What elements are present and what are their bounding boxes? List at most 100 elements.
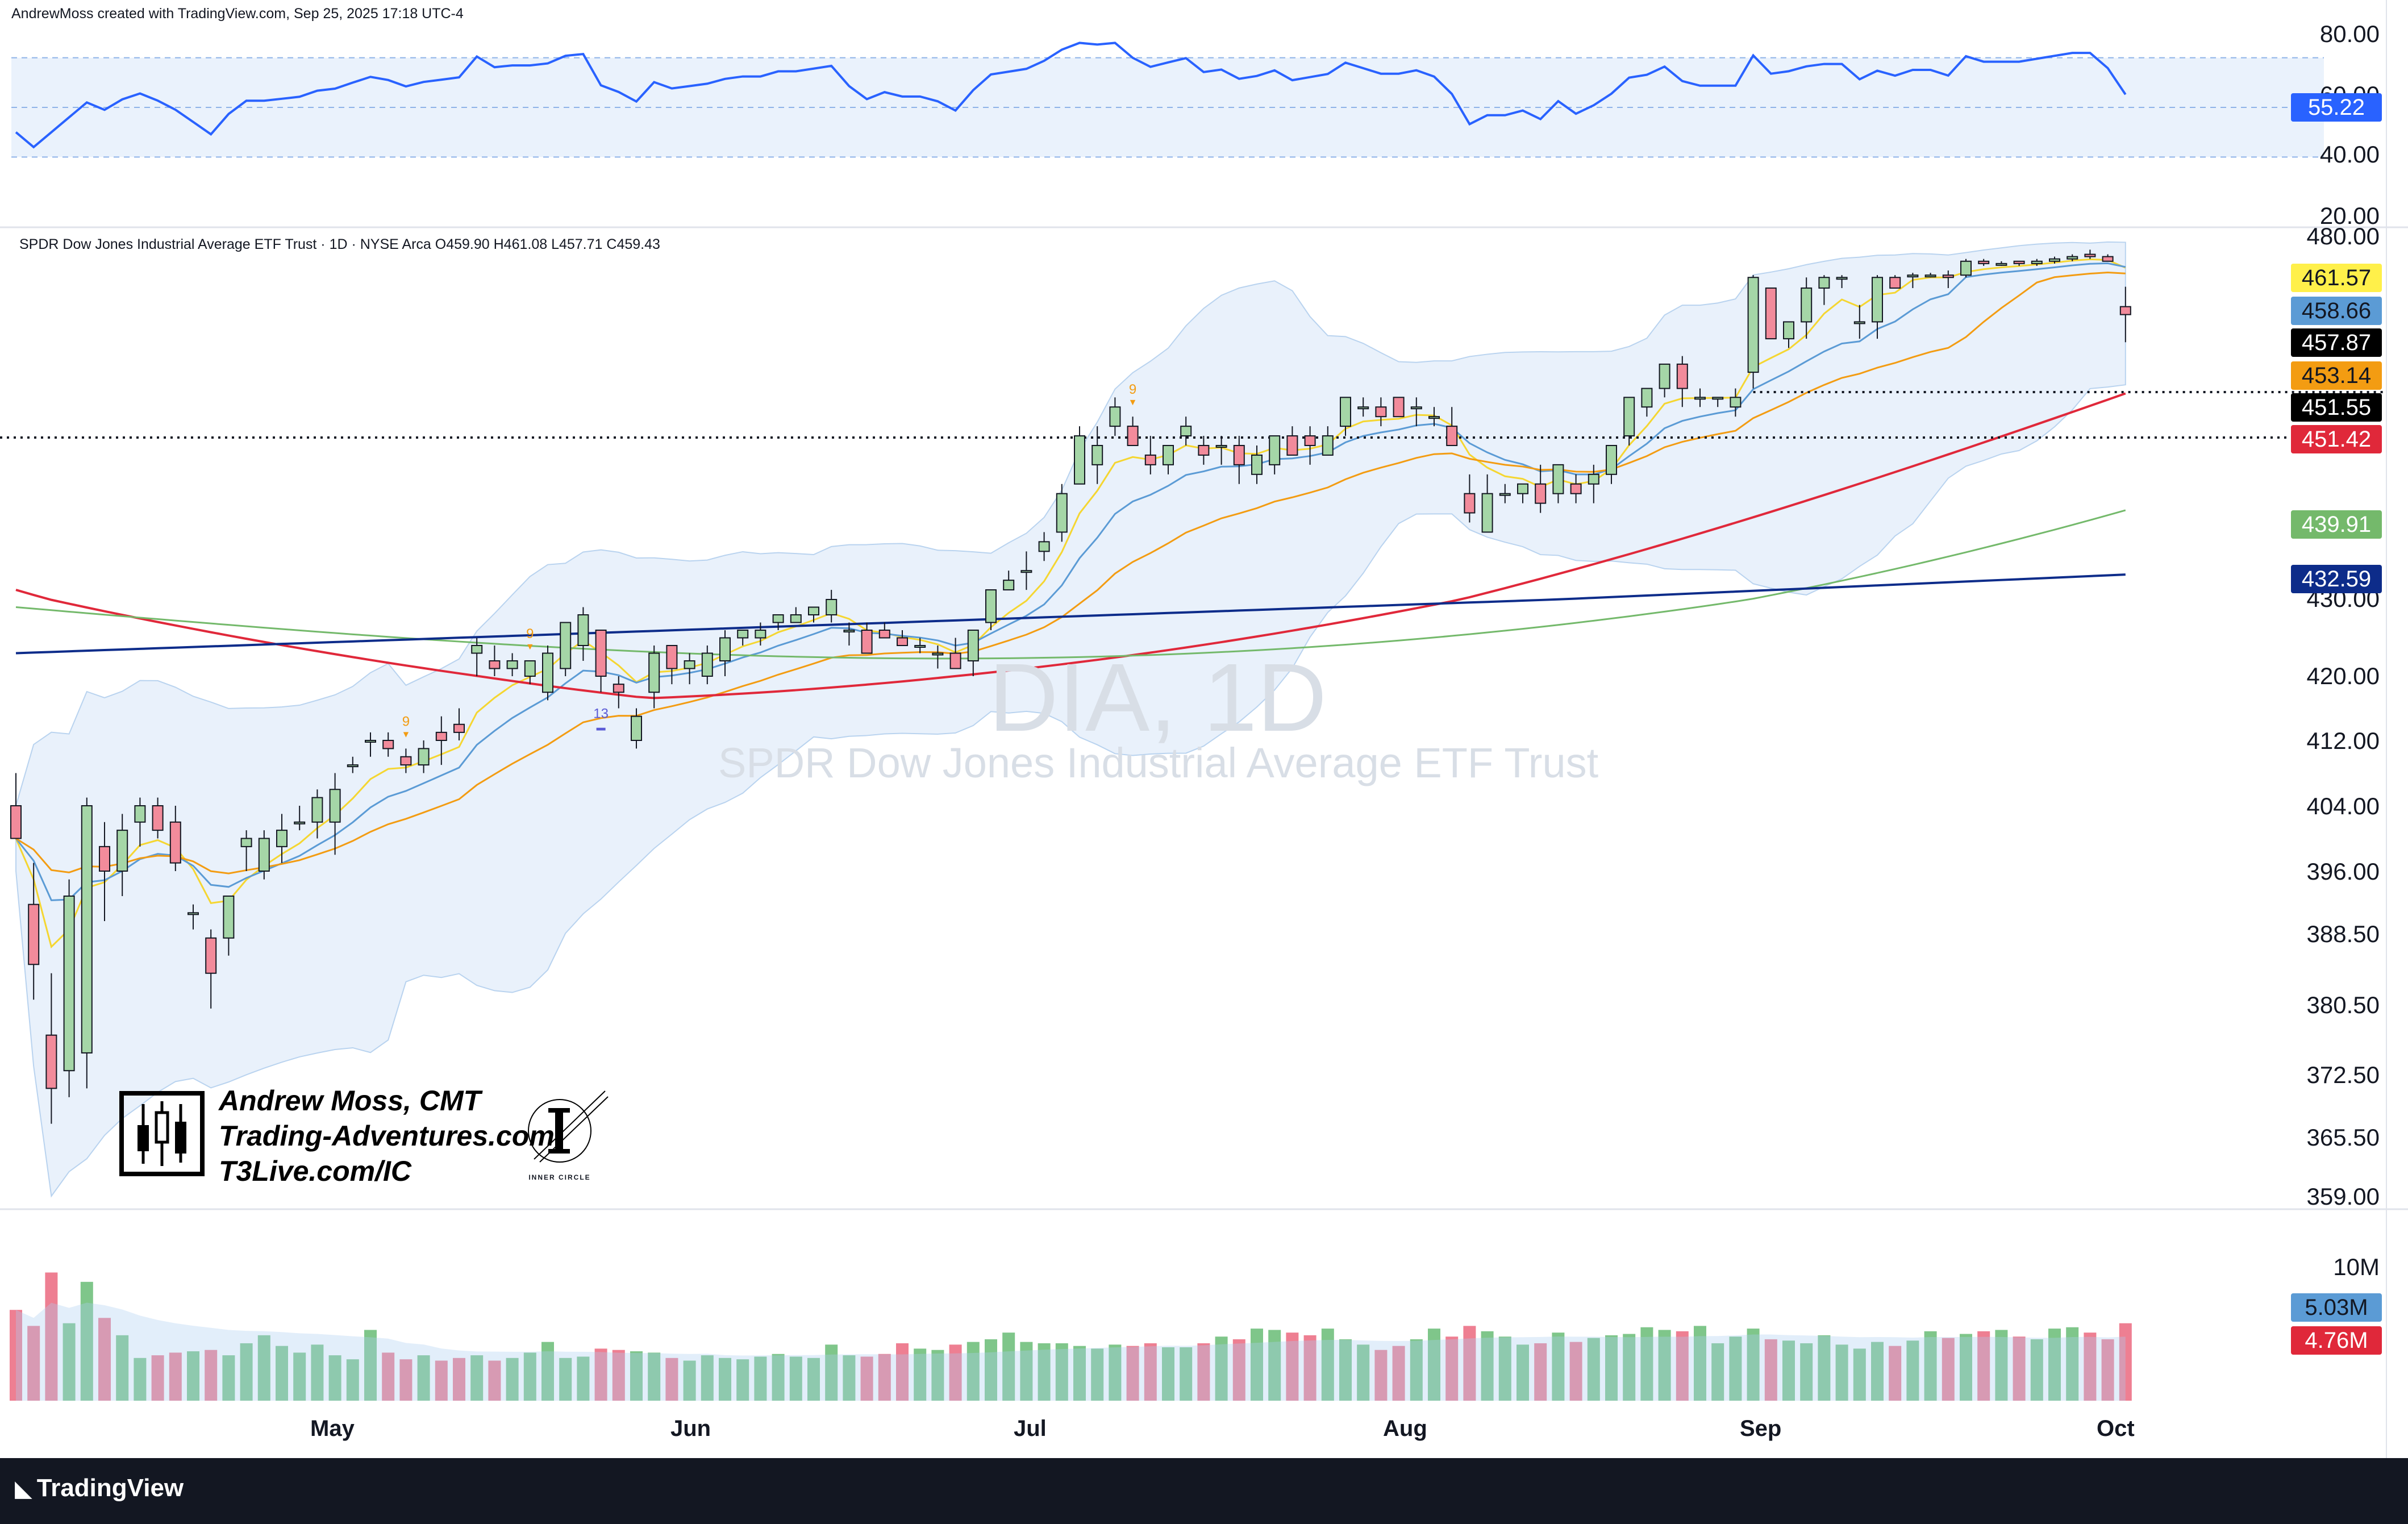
candle [701, 646, 713, 685]
candle-body [949, 652, 961, 669]
candle-body [506, 660, 518, 669]
volume-bar [1835, 1344, 1848, 1401]
volume-bar [293, 1352, 306, 1401]
candle [560, 622, 572, 676]
volume-bar [2048, 1329, 2061, 1401]
volume-bar [311, 1344, 324, 1401]
price-axis-label: 480.00 [2306, 223, 2380, 249]
candle [1038, 532, 1050, 561]
candle-body [1535, 483, 1547, 504]
candle [1517, 483, 1528, 503]
volume-bar [985, 1339, 997, 1401]
candle-body [205, 937, 217, 974]
candle-body [1659, 363, 1670, 389]
volume-bar [701, 1355, 714, 1401]
candle [1659, 363, 1670, 398]
candle-body [737, 630, 749, 639]
candle-body [1853, 321, 1865, 324]
candle [1623, 397, 1635, 446]
volume-bar [2066, 1327, 2079, 1401]
volume-bar [27, 1326, 40, 1401]
ema5-line [15, 258, 2126, 949]
candle-body [2049, 258, 2060, 262]
volume-bar [1357, 1344, 1370, 1401]
volume-bar [240, 1343, 253, 1401]
volume-bar [1481, 1331, 1494, 1401]
candle [276, 814, 288, 863]
volume-bar [719, 1358, 731, 1401]
candle-body [1286, 435, 1298, 456]
candle-body [897, 637, 908, 646]
volume-bar [116, 1335, 129, 1401]
volume-bar [1374, 1350, 1388, 1401]
candle-body [116, 830, 128, 872]
rsi-axis-label: 80.00 [2319, 20, 2380, 47]
candle [347, 756, 359, 773]
volume-bar [1073, 1346, 1086, 1401]
volume-bar [1711, 1343, 1724, 1401]
candle-body [2084, 253, 2096, 257]
candle [329, 773, 341, 855]
volume-bar [914, 1348, 927, 1401]
candle-body [99, 846, 110, 872]
volume-bar [1038, 1343, 1051, 1401]
candle-body [45, 1034, 57, 1089]
volume-bar [1569, 1342, 1582, 1401]
volume-bar [1002, 1333, 1015, 1401]
candle-body [1765, 287, 1777, 340]
candle [1765, 287, 1777, 340]
chart-credit: AndrewMoss created with TradingView.com,… [11, 6, 464, 22]
candle [613, 676, 624, 709]
candle-body [63, 896, 75, 1072]
volume-bar [1215, 1336, 1228, 1401]
price-tag: 432.59 [2291, 565, 2382, 593]
volume-bar [151, 1355, 164, 1401]
sma100-line [15, 509, 2126, 660]
volume-bar [1782, 1340, 1795, 1401]
candle-body [1180, 426, 1192, 437]
candle-body [1020, 570, 1032, 573]
candle [453, 708, 465, 740]
volume-bar [1942, 1338, 1955, 1401]
volume-bar [435, 1360, 448, 1401]
candle-body [2067, 256, 2078, 260]
candle-body [577, 614, 589, 646]
volume-bar [1658, 1330, 1671, 1401]
td-count-label: 9 [1129, 382, 1136, 397]
volume-bar [896, 1343, 909, 1401]
signature-link[interactable]: T3Live.com/IC [219, 1155, 411, 1187]
candle [897, 630, 908, 646]
candle [1393, 397, 1405, 418]
candle [949, 638, 961, 669]
volume-bar [1977, 1331, 1990, 1401]
volume-bar [1180, 1347, 1193, 1401]
price-axis-label: 396.00 [2306, 858, 2380, 885]
tradingview-logo[interactable]: ◣ TradingView [15, 1474, 184, 1502]
candle-body [1694, 397, 1706, 400]
candle [1286, 426, 1298, 456]
candle [1251, 445, 1263, 484]
candle [1730, 388, 1742, 417]
candle-body [1588, 473, 1599, 485]
candle-body [1393, 397, 1405, 418]
volume-bar [399, 1359, 413, 1401]
candle [1836, 275, 1848, 288]
candle [400, 748, 412, 773]
candle-body [329, 789, 341, 823]
candle-body [666, 645, 678, 669]
candle [878, 622, 890, 639]
candle [755, 622, 766, 646]
candle [843, 622, 855, 646]
rsi-value-tag: 55.22 [2291, 93, 2382, 122]
candle [1606, 445, 1617, 484]
candle [1978, 259, 1990, 266]
candle [1056, 484, 1068, 542]
price-axis-label: 412.00 [2306, 727, 2380, 754]
candle-body [223, 896, 235, 939]
volume-tag: 5.03M [2291, 1293, 2382, 1322]
candle [1127, 417, 1139, 447]
volume-bar [257, 1335, 270, 1401]
candle [223, 896, 235, 956]
candle [1428, 407, 1440, 427]
